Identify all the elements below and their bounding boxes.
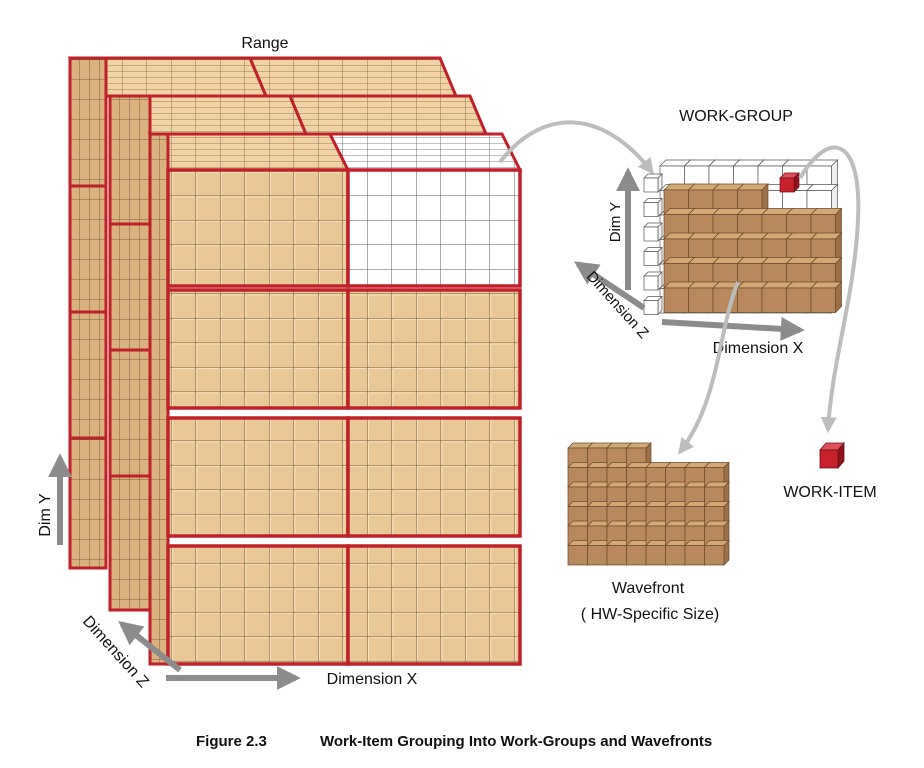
figure-number: Figure 2.3 xyxy=(196,733,267,750)
range-label: Range xyxy=(241,35,288,52)
workgroup-block xyxy=(166,544,350,666)
workitem-cube xyxy=(819,441,845,470)
range-back-layer xyxy=(67,56,459,570)
connector-arrow-to-wavefront xyxy=(678,281,740,455)
workgroup-block xyxy=(166,288,350,410)
workitem-label: WORK-ITEM xyxy=(783,484,876,501)
cube-cell xyxy=(810,281,843,314)
workgroup-block xyxy=(166,168,350,288)
workgroup-cube xyxy=(643,159,843,316)
workgroup-block xyxy=(346,416,522,538)
range-front-faces xyxy=(166,168,522,666)
range-dim-x-label: Dimension X xyxy=(327,671,418,688)
workgroup-block xyxy=(346,544,522,666)
wavefront-sublabel: ( HW-Specific Size) xyxy=(581,606,719,623)
cube-cell xyxy=(643,295,663,316)
wavefront-cube-group xyxy=(567,442,730,566)
connector-arrow-to-workgroup xyxy=(498,120,654,175)
selected-workgroup-block xyxy=(346,168,522,288)
cube-cell xyxy=(703,539,730,566)
connector-arrow-to-workitem xyxy=(798,145,861,434)
wg-dim-x-label: Dimension X xyxy=(713,340,804,357)
cube-cell xyxy=(643,271,663,291)
cube-cell xyxy=(643,222,663,242)
wavefront-label: Wavefront xyxy=(612,580,685,597)
cube-cell xyxy=(643,197,663,218)
cube-cell xyxy=(643,173,663,193)
cube-cell xyxy=(779,172,800,193)
figure-title: Work-Item Grouping Into Work-Groups and … xyxy=(320,733,712,750)
range-grid xyxy=(67,56,523,666)
cube-cell xyxy=(703,520,730,547)
range-middle-layer xyxy=(107,94,489,612)
range-dim-y-label: Dim Y xyxy=(37,493,54,537)
workgroup-block xyxy=(346,288,522,410)
workgroup-label: WORK-GROUP xyxy=(679,108,793,125)
cube-cell xyxy=(643,246,663,267)
range-front-top xyxy=(147,132,523,666)
workgroup-block xyxy=(166,416,350,538)
wg-dim-y-label: Dim Y xyxy=(607,202,624,243)
range-dim-z-label: Dimension Z xyxy=(79,613,152,691)
